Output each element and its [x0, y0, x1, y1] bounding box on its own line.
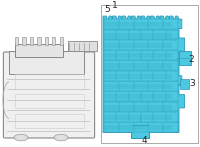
Text: 4: 4: [141, 136, 147, 145]
Bar: [104, 63, 172, 69]
Bar: [30, 37, 33, 45]
Bar: [104, 71, 178, 81]
Bar: [104, 43, 172, 48]
Text: 2: 2: [188, 55, 194, 64]
Bar: [104, 81, 178, 91]
Bar: [104, 22, 172, 27]
Bar: [22, 37, 26, 45]
Text: 3: 3: [189, 79, 195, 88]
Bar: [104, 115, 172, 120]
Bar: [104, 32, 172, 38]
Bar: [15, 114, 84, 128]
Bar: [104, 40, 178, 50]
Bar: [104, 30, 178, 39]
Text: 1: 1: [112, 1, 118, 10]
Bar: [52, 37, 55, 45]
Bar: [104, 50, 178, 60]
Bar: [104, 94, 172, 100]
Bar: [104, 112, 178, 122]
Bar: [104, 91, 178, 101]
Bar: [104, 105, 172, 110]
Bar: [15, 37, 18, 45]
Bar: [104, 74, 172, 79]
Bar: [104, 84, 172, 89]
Ellipse shape: [14, 134, 28, 141]
Bar: [60, 37, 63, 45]
Bar: [37, 37, 41, 45]
Bar: [179, 51, 191, 65]
Bar: [45, 37, 48, 45]
Polygon shape: [103, 16, 185, 132]
Bar: [68, 41, 97, 51]
Bar: [15, 94, 84, 108]
Bar: [104, 122, 178, 132]
Bar: [15, 44, 63, 57]
Text: 5: 5: [104, 5, 110, 14]
Bar: [101, 5, 198, 143]
Ellipse shape: [54, 134, 68, 141]
Bar: [104, 102, 178, 111]
Bar: [131, 121, 149, 138]
Bar: [104, 19, 178, 29]
Bar: [104, 125, 172, 130]
Bar: [180, 79, 189, 89]
Bar: [15, 74, 84, 89]
Bar: [104, 53, 172, 58]
FancyBboxPatch shape: [3, 52, 95, 138]
Bar: [104, 60, 178, 70]
Bar: [9, 51, 84, 74]
